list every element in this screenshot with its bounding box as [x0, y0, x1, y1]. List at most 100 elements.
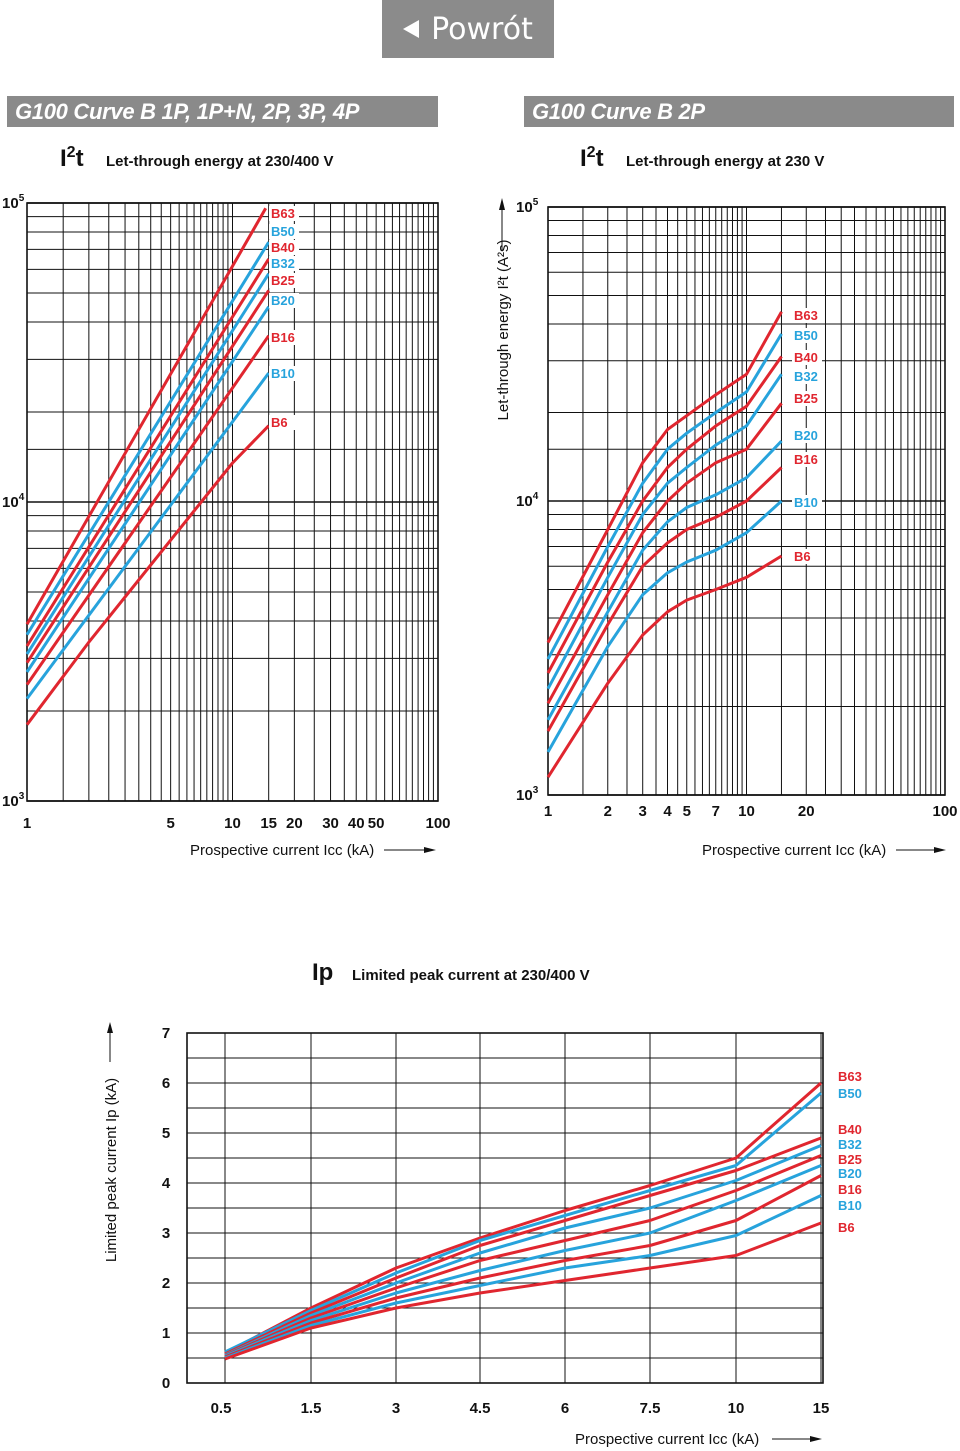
- series-line-b16: [546, 466, 783, 732]
- y-axis-label-group: Limited peak current Ip (kA): [103, 1078, 120, 1262]
- y-axis-arrowhead: [499, 198, 505, 210]
- y-tick-label: 105: [2, 193, 25, 212]
- series-label-b50: B50: [794, 328, 818, 343]
- series-line-b10: [25, 372, 270, 700]
- series-label-b25: B25: [838, 1152, 862, 1167]
- x-tick-label: 4: [663, 803, 672, 820]
- series-label-bg: [269, 366, 299, 381]
- series-label-b40: B40: [794, 350, 818, 365]
- y-tick-label: 6: [162, 1075, 170, 1092]
- series-label-bg: [269, 224, 299, 239]
- series-label-b32: B32: [838, 1137, 862, 1152]
- chart-symbol: I2t: [580, 144, 604, 172]
- series-line-b16: [224, 1174, 822, 1359]
- series-label-bg: [792, 391, 822, 406]
- series-label-b20: B20: [838, 1166, 862, 1181]
- back-button[interactable]: Powrót: [382, 0, 554, 58]
- y-tick-label: 103: [516, 785, 539, 804]
- x-axis-arrowhead: [934, 847, 946, 853]
- x-axis-label: Prospective current Icc (kA): [190, 842, 374, 859]
- x-axis-arrowhead: [424, 847, 436, 853]
- chart-title: Let-through energy at 230 V: [626, 153, 824, 170]
- series-label-b6: B6: [838, 1220, 855, 1235]
- series-line-b25: [546, 402, 783, 705]
- x-tick-label: 10: [728, 1400, 745, 1417]
- series-line-b32: [25, 272, 270, 655]
- series-line-b50: [224, 1091, 822, 1354]
- series-line-b20: [546, 439, 783, 721]
- y-tick-label: 4: [162, 1175, 171, 1192]
- series-label-b10: B10: [271, 366, 295, 381]
- x-tick-label: 10: [738, 803, 755, 820]
- series-line-b50: [546, 333, 783, 660]
- series-label-b10: B10: [838, 1198, 862, 1213]
- series-label-bg: [269, 293, 299, 308]
- x-tick-label: 50: [368, 815, 385, 832]
- series-label-bg: [792, 452, 822, 467]
- x-tick-label: 20: [286, 815, 303, 832]
- y-tick-label: 104: [2, 492, 25, 511]
- series-label-bg: [269, 415, 299, 430]
- series-line-b25: [25, 289, 270, 664]
- series-line-b25: [224, 1154, 822, 1357]
- series-line-b63: [25, 207, 268, 626]
- series-label-b6: B6: [794, 549, 811, 564]
- series-label-bg: [792, 369, 822, 384]
- series-label-bg: [792, 328, 822, 343]
- series-label-bg: [269, 256, 299, 271]
- series-line-b6: [25, 424, 270, 726]
- chart-banner-left: G100 Curve B 1P, 1P+N, 2P, 3P, 4P: [7, 96, 438, 127]
- x-tick-label: 4.5: [470, 1400, 491, 1417]
- series-label-b40: B40: [271, 240, 295, 255]
- series-label-b40: B40: [838, 1122, 862, 1137]
- series-label-b50: B50: [271, 224, 295, 239]
- x-tick-label: 1.5: [301, 1400, 322, 1417]
- series-line-b40: [25, 258, 270, 647]
- left-triangle-icon: [403, 20, 420, 38]
- y-axis-arrowhead: [107, 1022, 113, 1033]
- series-label-b63: B63: [271, 206, 295, 221]
- x-tick-label: 7: [712, 803, 720, 820]
- y-tick-label: 3: [162, 1225, 170, 1242]
- x-axis-arrowhead: [810, 1436, 822, 1442]
- series-line-b6: [224, 1221, 822, 1361]
- x-tick-label: 20: [798, 803, 815, 820]
- y-tick-label: 104: [516, 491, 539, 510]
- x-tick-label: 2: [604, 803, 612, 820]
- x-tick-label: 7.5: [640, 1400, 661, 1417]
- series-label-bg: [792, 495, 822, 510]
- series-label-bg: [792, 350, 822, 365]
- x-tick-label: 10: [224, 815, 241, 832]
- series-label-bg: [269, 240, 299, 255]
- series-line-b20: [224, 1164, 822, 1358]
- series-label-b20: B20: [271, 293, 295, 308]
- series-line-b40: [224, 1136, 822, 1356]
- series-line-b40: [546, 355, 783, 674]
- chart-symbol: I2t: [60, 144, 84, 172]
- chart-title: Let-through energy at 230/400 V: [106, 153, 334, 170]
- series-label-bg: [269, 273, 299, 288]
- series-label-b6: B6: [271, 415, 288, 430]
- series-line-b32: [224, 1144, 822, 1357]
- series-label-b32: B32: [794, 369, 818, 384]
- x-axis-label: Prospective current Icc (kA): [575, 1431, 759, 1448]
- series-label-bg: [792, 308, 822, 323]
- y-tick-label: 7: [162, 1025, 170, 1042]
- grid: [26, 202, 439, 802]
- series-label-b63: B63: [838, 1069, 862, 1084]
- series-label-bg: [792, 549, 822, 564]
- x-tick-label: 3: [639, 803, 647, 820]
- series-label-b16: B16: [794, 452, 818, 467]
- back-button-label: Powrót: [431, 11, 533, 47]
- x-tick-label: 5: [166, 815, 174, 832]
- series-label-b10: B10: [794, 495, 818, 510]
- y-tick-label: 105: [516, 197, 539, 216]
- plot-frame: [26, 202, 439, 802]
- series-line-b32: [546, 373, 783, 690]
- series-line-b6: [546, 554, 783, 779]
- x-tick-label: 5: [683, 803, 691, 820]
- y-tick-label: 2: [162, 1275, 170, 1292]
